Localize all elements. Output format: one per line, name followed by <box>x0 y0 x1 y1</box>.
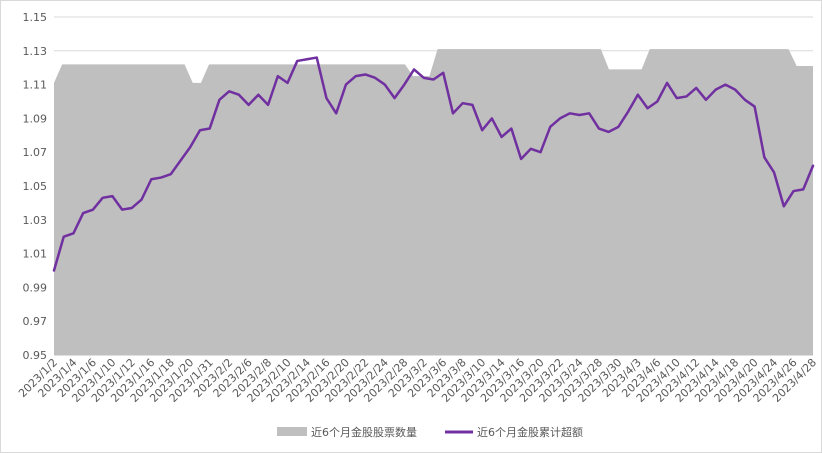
line-series-layer <box>52 56 815 272</box>
y-tick-label: 1.13 <box>23 45 48 58</box>
y-tick-label: 1.09 <box>23 112 48 125</box>
legend-swatch-area <box>277 427 307 436</box>
y-axis: 0.95 0.97 0.99 1.01 1.03 1.05 1.07 1.09 1.11 1.13… <box>23 11 48 362</box>
y-tick-label: 1.07 <box>23 146 48 159</box>
legend-label-line: 近6个月金股累计超额 <box>477 425 583 439</box>
area-series-count <box>54 49 813 356</box>
y-tick-label: 1.05 <box>23 180 48 193</box>
y-tick-label: 1.15 <box>23 11 48 24</box>
y-tick-label: 0.97 <box>23 315 48 328</box>
x-axis: 2023/1/22023/1/42023/1/62023/1/102023/1/… <box>16 354 819 405</box>
line-series-excess <box>52 56 815 272</box>
y-tick-label: 0.99 <box>23 281 48 294</box>
y-tick-label: 1.01 <box>23 248 48 261</box>
legend: 近6个月金股股票数量 近6个月金股累计超额 <box>277 425 583 439</box>
legend-label-area: 近6个月金股股票数量 <box>311 425 417 439</box>
y-tick-label: 0.95 <box>23 349 48 362</box>
area-series-layer <box>54 49 813 356</box>
y-tick-label: 1.03 <box>23 214 48 227</box>
y-tick-label: 1.11 <box>23 79 48 92</box>
